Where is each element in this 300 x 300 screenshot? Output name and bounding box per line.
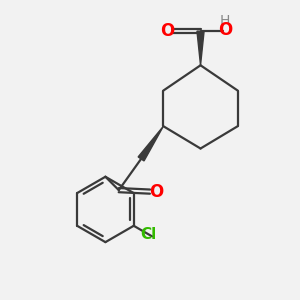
Text: O: O — [218, 21, 232, 39]
Polygon shape — [197, 31, 204, 65]
Text: O: O — [160, 22, 174, 40]
Text: O: O — [149, 183, 163, 201]
Polygon shape — [138, 126, 164, 161]
Text: H: H — [220, 14, 230, 28]
Text: Cl: Cl — [140, 227, 157, 242]
